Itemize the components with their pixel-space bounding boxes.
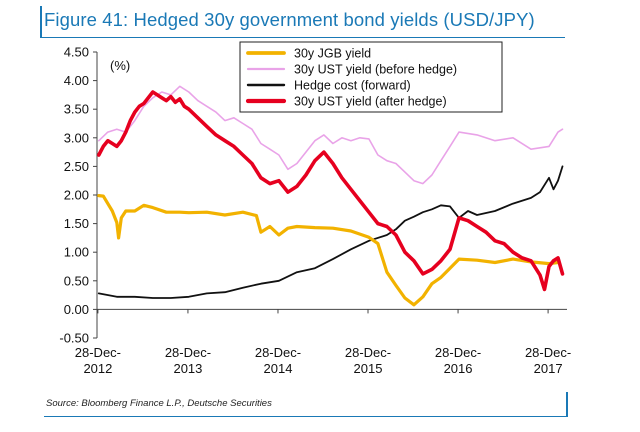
x-tick-year: 2014 [264, 361, 293, 376]
series-layer [97, 85, 565, 307]
title-underline [40, 37, 565, 38]
legend: 30y JGB yield 30y UST yield (before hedge… [239, 41, 503, 113]
x-tick-year: 2015 [354, 361, 383, 376]
x-tick-label: 28-Dec- [345, 345, 391, 360]
y-tick-label: 4.00 [64, 73, 89, 88]
series-line-4 [97, 90, 565, 292]
series-line-2 [98, 85, 564, 185]
x-tick-label: 28-Dec- [525, 345, 571, 360]
axes: 4.50 4.00 3.50 3.00 2.50 2.00 1.50 1.00 0.50 0.00… [59, 45, 571, 377]
series-line-1 [97, 194, 560, 307]
x-tick-label: 28-Dec- [435, 345, 481, 360]
x-tick-label: 28-Dec- [75, 345, 121, 360]
title-accent-bar [40, 6, 42, 38]
legend-label: 30y UST yield (after hedge) [294, 95, 447, 109]
y-tick-label: 0.00 [64, 302, 89, 317]
x-tick-year: 2013 [173, 361, 202, 376]
legend-label: Hedge cost (forward) [294, 79, 411, 93]
y-tick-label: 3.50 [64, 102, 89, 117]
y-tick-label: -0.50 [59, 331, 89, 346]
y-tick-label: 4.50 [64, 45, 89, 60]
y-tick-label: 1.00 [64, 245, 89, 260]
y-tick-label: 3.00 [64, 130, 89, 145]
x-tick-year: 2016 [444, 361, 473, 376]
source-note: Source: Bloomberg Finance L.P., Deutsche… [46, 398, 272, 409]
x-tick-label: 28-Dec- [165, 345, 211, 360]
footer-accent-bar [566, 392, 568, 416]
chart-title: Figure 41: Hedged 30y government bond yi… [44, 9, 535, 30]
y-tick-label: 2.50 [64, 159, 89, 174]
legend-label: 30y JGB yield [294, 47, 371, 61]
y-tick-label: 2.00 [64, 188, 89, 203]
x-tick-label: 28-Dec- [255, 345, 301, 360]
y-tick-label: 1.50 [64, 216, 89, 231]
y-tick-label: 0.50 [64, 273, 89, 288]
x-tick-year: 2017 [534, 361, 563, 376]
footer-rule [44, 416, 568, 417]
legend-label: 30y UST yield (before hedge) [294, 63, 457, 77]
series-line-3 [97, 165, 564, 299]
x-tick-year: 2012 [83, 361, 112, 376]
unit-label: (%) [110, 58, 130, 73]
